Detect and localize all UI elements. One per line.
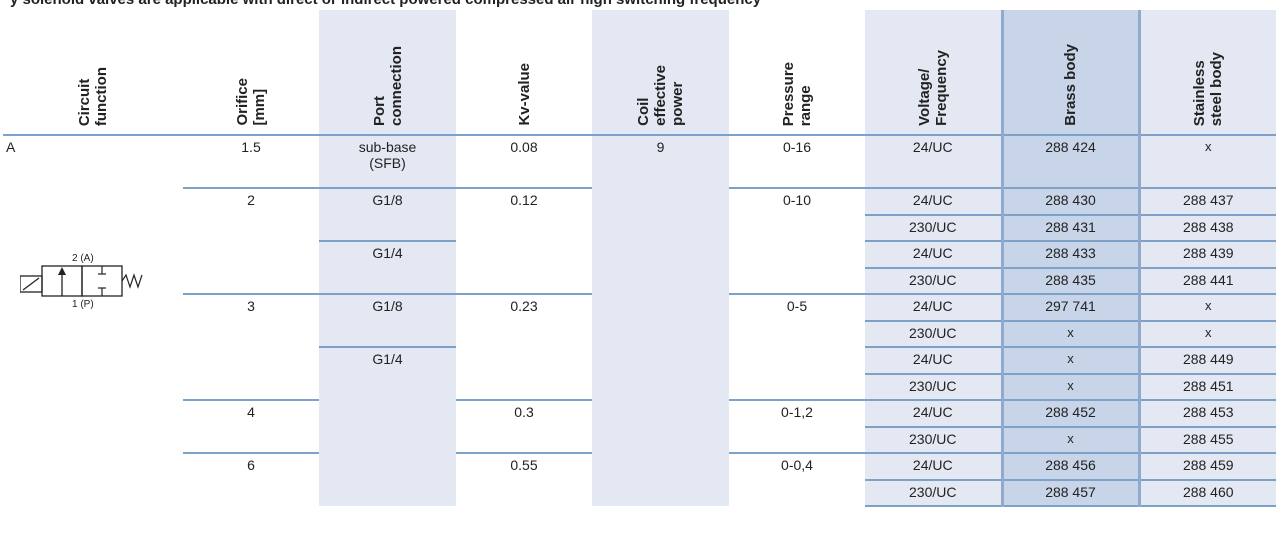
table-row: 230/UC x 288 455 [3,426,1276,454]
header-circuit-function: Circuit function [3,10,183,136]
header-kv-value: Kv-value [456,10,592,136]
orifice-cell: 2 [183,187,319,294]
stainless-cell: 288 459 [1139,452,1276,481]
top-caption: y solenoid valves are applicable with di… [0,0,1279,10]
header-orifice: Orifice [mm] [183,10,319,136]
kv-cell: 0.08 [456,135,592,188]
table-row: G1/4 24/UC 288 433 288 439 [3,240,1276,294]
header-row: Circuit function Orifice [mm] Port conne… [3,10,1276,136]
brass-cell: x [1000,320,1141,348]
header-coil-power: Coil effective power [592,10,729,136]
brass-cell: 288 435 [1000,267,1141,295]
port-cell: G1/8 [319,187,456,241]
port-cell: G1/4 [319,240,456,294]
orifice-cell: 6 [183,452,319,506]
stainless-cell: 288 451 [1139,373,1276,401]
brass-cell: 288 452 [1000,399,1141,428]
header-brass-body: Brass body [1000,10,1141,136]
table-row: 230/UC 288 431 288 438 [3,214,1276,242]
kv-cell: 0.23 [456,293,592,400]
table-row: 230/UC 288 457 288 460 [3,479,1276,507]
stainless-cell: 288 439 [1139,241,1276,269]
circuit-label: A [3,135,183,188]
brass-cell: 288 433 [1000,241,1141,269]
brass-cell: x [1000,426,1141,454]
voltage-cell: 24/UC [865,187,1002,216]
valve-spec-table: Circuit function Orifice [mm] Port conne… [3,10,1276,507]
voltage-cell: 24/UC [865,135,1002,188]
stainless-cell: 288 449 [1139,347,1276,375]
valve-symbol-icon: 2 (A) 1 (P) [20,253,143,310]
table-row: 2 G1/8 0.12 0-10 24/UC 288 430 288 437 [3,187,1276,506]
port-cell: G1/8 [319,293,456,347]
voltage-cell: 24/UC [865,347,1002,375]
brass-cell: 288 457 [1000,479,1141,507]
voltage-cell: 24/UC [865,399,1002,428]
brass-cell: x [1000,373,1141,401]
stainless-cell: x [1139,135,1276,188]
brass-cell: x [1000,347,1141,375]
port-1-label: 1 (P) [72,299,94,310]
table-row: 230/UC x 288 451 [3,373,1276,401]
port-cell: sub-base (SFB) [319,135,456,188]
port-cell: G1/4 [319,346,456,506]
kv-cell: 0.3 [456,399,592,453]
orifice-cell: 4 [183,399,319,453]
stainless-cell: 288 441 [1139,267,1276,295]
kv-cell: 0.55 [456,452,592,506]
voltage-cell: 230/UC [865,320,1002,348]
stainless-cell: x [1139,320,1276,348]
header-port-connection: Port connection [319,10,456,136]
table-row: 6 0.55 0-0,4 24/UC 288 456 288 459 [3,452,1276,506]
top-caption-text: y solenoid valves are applicable with di… [10,0,761,8]
voltage-cell: 230/UC [865,426,1002,454]
voltage-cell: 230/UC [865,267,1002,295]
orifice-cell: 1.5 [183,135,319,188]
stainless-cell: x [1139,293,1276,322]
voltage-cell: 24/UC [865,452,1002,481]
brass-cell: 297 741 [1000,293,1141,322]
circuit-symbol-cell [3,188,183,506]
stainless-cell: 288 460 [1139,479,1276,507]
coil-cell: 9 [592,135,729,506]
voltage-cell: 230/UC [865,373,1002,401]
brass-cell: 288 424 [1000,135,1141,188]
table-row: A 1.5 sub-base (SFB) 0.08 9 0-16 24/UC 2… [3,135,1276,506]
voltage-cell: 24/UC [865,241,1002,269]
pressure-cell: 0-10 [729,187,865,294]
port-2-label: 2 (A) [72,253,94,264]
voltage-cell: 230/UC [865,214,1002,242]
brass-cell: 288 430 [1000,187,1141,216]
table-row: 4 0.3 0-1,2 24/UC 288 452 288 453 [3,399,1276,453]
voltage-cell: 230/UC [865,479,1002,507]
pressure-cell: 0-5 [729,293,865,400]
table-row: 3 G1/8 0.23 0-5 24/UC 297 741 x [3,293,1276,400]
kv-cell: 0.12 [456,187,592,294]
voltage-cell: 24/UC [865,293,1002,322]
header-stainless-body: Stainless steel body [1139,10,1276,136]
table-row: 230/UC x x [3,320,1276,348]
orifice-cell: 3 [183,293,319,400]
pressure-cell: 0-1,2 [729,399,865,453]
header-pressure-range: Pressure range [729,10,865,136]
stainless-cell: 288 453 [1139,399,1276,428]
pressure-cell: 0-0,4 [729,452,865,506]
pressure-cell: 0-16 [729,135,865,188]
brass-cell: 288 456 [1000,452,1141,481]
stainless-cell: 288 455 [1139,426,1276,454]
stainless-cell: 288 438 [1139,214,1276,242]
table-row: 230/UC 288 435 288 441 [3,267,1276,295]
table-row: G1/4 24/UC x 288 449 [3,346,1276,506]
header-voltage: Voltage/ Frequency [865,10,1002,136]
brass-cell: 288 431 [1000,214,1141,242]
stainless-cell: 288 437 [1139,187,1276,216]
